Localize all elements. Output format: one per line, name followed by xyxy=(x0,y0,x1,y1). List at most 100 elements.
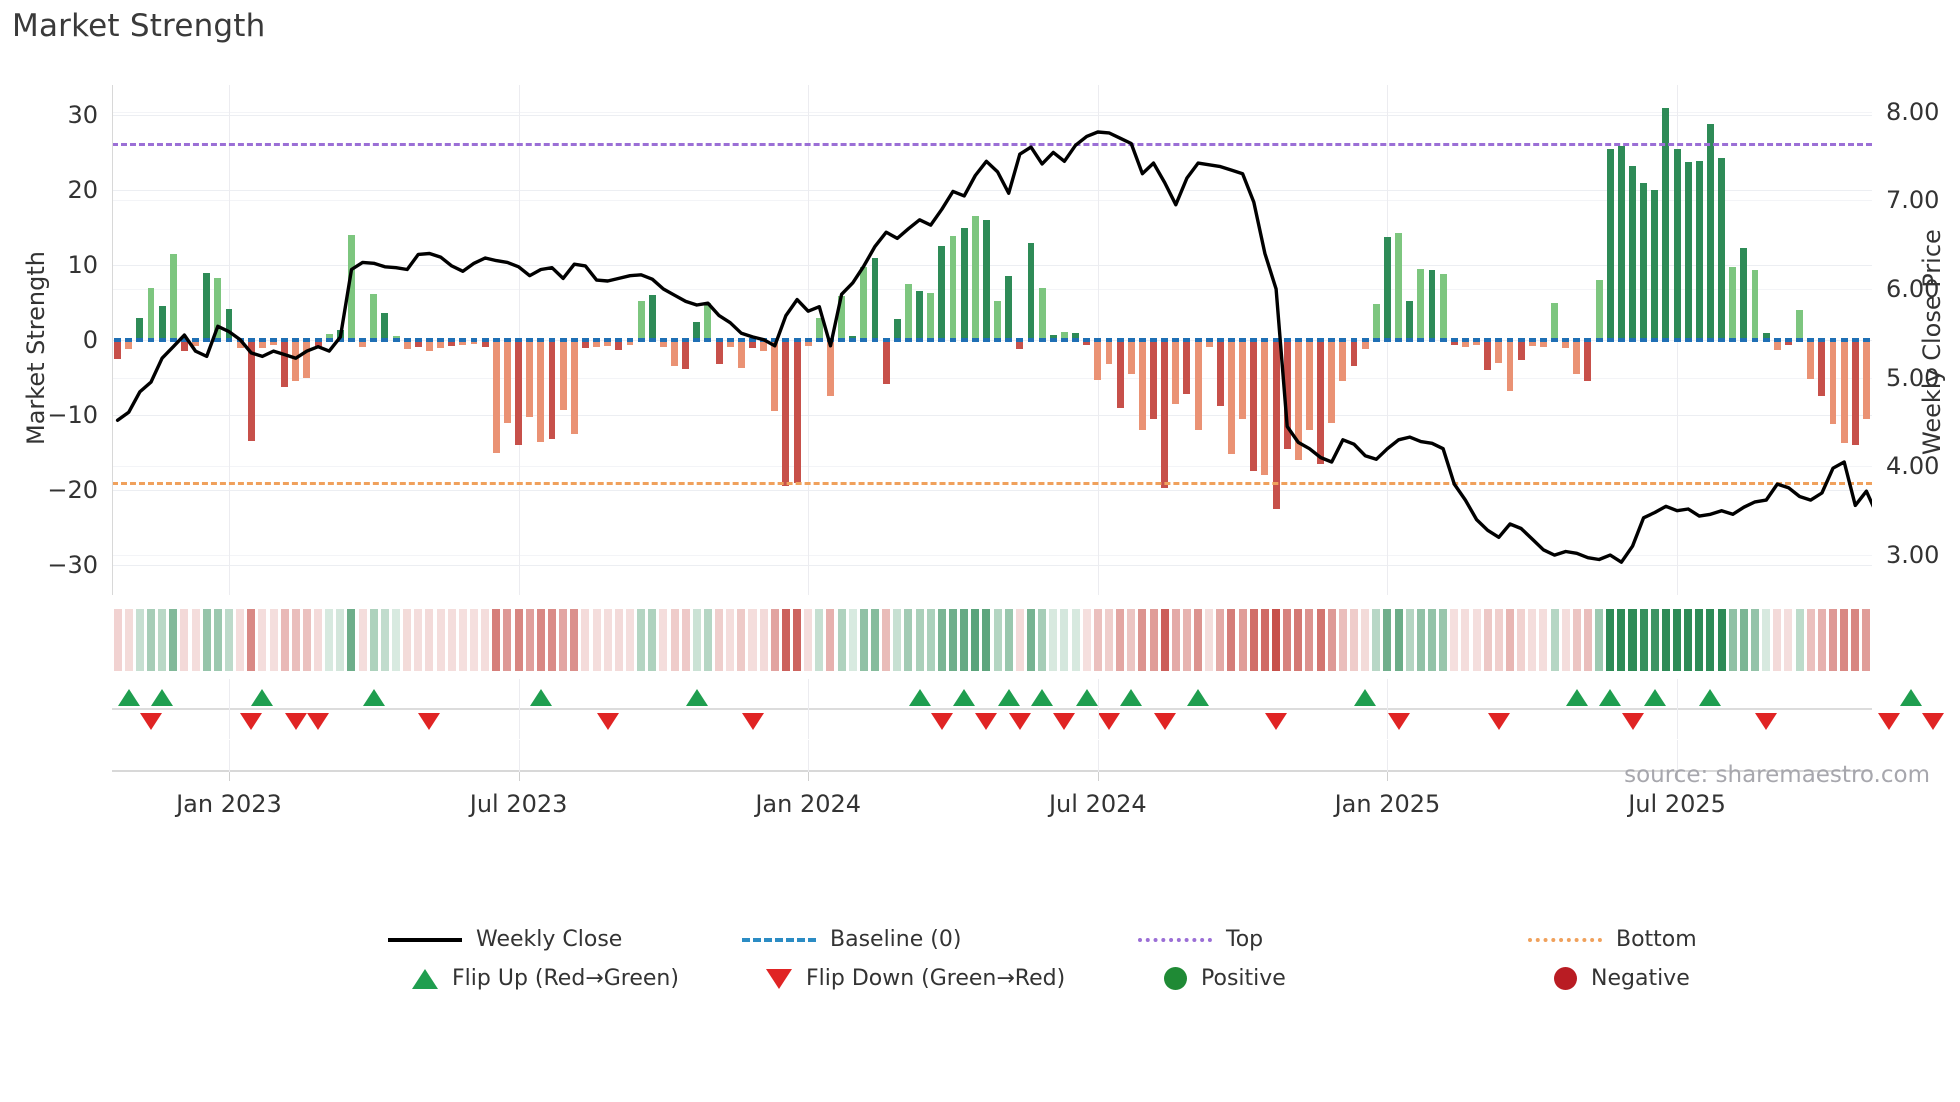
heatmap-cell xyxy=(1249,609,1258,671)
strength-bar xyxy=(292,340,300,382)
strength-bar xyxy=(1740,247,1748,340)
strength-bar xyxy=(1395,232,1403,340)
heatmap-cell xyxy=(681,609,690,671)
strength-bar xyxy=(192,340,199,346)
strength-bar xyxy=(804,340,812,346)
heatmap-cell xyxy=(146,609,155,671)
strength-bar xyxy=(125,340,133,349)
strength-bar xyxy=(481,340,489,347)
baseline-segment xyxy=(1116,338,1124,342)
heatmap-cell xyxy=(793,609,802,671)
heatmap-cell xyxy=(1338,609,1347,671)
baseline-segment xyxy=(426,338,433,342)
x-axis-line xyxy=(112,770,1872,772)
top-reference-line xyxy=(112,142,1872,146)
heatmap-cell xyxy=(1238,609,1247,671)
baseline-segment xyxy=(1573,338,1581,342)
baseline-segment xyxy=(1016,338,1024,342)
heatmap-cell xyxy=(1851,609,1860,671)
strength-bar xyxy=(414,340,422,347)
heatmap-cell xyxy=(1829,609,1838,671)
baseline-segment xyxy=(1528,338,1536,342)
heatmap-cell xyxy=(559,609,568,671)
baseline-segment xyxy=(1161,338,1169,342)
flip-up-marker xyxy=(151,689,174,706)
flip-up-marker xyxy=(908,689,931,706)
legend-item-flip-up[interactable]: Flip Up (Red→Green) xyxy=(388,959,679,998)
legend-item-negative[interactable]: Negative xyxy=(1528,959,1690,998)
baseline-segment xyxy=(1707,338,1714,342)
gridline xyxy=(112,265,1872,266)
x-axis-tick-mark xyxy=(1677,772,1679,781)
strength-bar xyxy=(726,340,734,347)
baseline-segment xyxy=(949,338,957,342)
baseline-segment xyxy=(1406,338,1414,342)
baseline-segment xyxy=(648,338,656,342)
strength-bar xyxy=(1428,269,1436,340)
legend-item-positive[interactable]: Positive xyxy=(1138,959,1286,998)
heatmap-cell xyxy=(1472,609,1481,671)
baseline-segment xyxy=(203,338,211,342)
baseline-segment xyxy=(1183,338,1191,342)
heatmap-cell xyxy=(1138,609,1147,671)
flip-up-marker xyxy=(685,689,708,706)
strength-bar xyxy=(1194,340,1202,430)
baseline-segment xyxy=(526,338,534,342)
legend-item-weekly-close[interactable]: Weekly Close xyxy=(388,920,622,959)
baseline-segment xyxy=(1818,338,1826,342)
heatmap-cell xyxy=(1528,609,1537,671)
baseline-segment xyxy=(1862,338,1870,342)
heatmap-cell xyxy=(915,609,924,671)
baseline-segment xyxy=(1395,338,1403,342)
strength-bar xyxy=(1183,340,1191,394)
baseline-segment xyxy=(893,338,901,342)
baseline-segment xyxy=(1138,338,1146,342)
strength-bar xyxy=(1617,145,1625,340)
baseline-segment xyxy=(314,338,322,342)
strength-bar xyxy=(1707,124,1714,340)
strength-bar xyxy=(1172,340,1180,404)
baseline-segment xyxy=(292,338,300,342)
baseline-segment xyxy=(615,338,623,342)
flip-band-gridline xyxy=(808,679,810,739)
strength-bar xyxy=(927,292,935,340)
heatmap-cell xyxy=(1862,609,1871,671)
flip-down-marker xyxy=(930,713,953,730)
strength-bar xyxy=(1773,340,1781,350)
heatmap-cell xyxy=(581,609,590,671)
legend-item-bottom[interactable]: Bottom xyxy=(1528,920,1697,959)
strength-bar xyxy=(281,340,289,388)
heatmap-cell xyxy=(659,609,668,671)
heatmap-cell xyxy=(392,609,401,671)
x-axis-tick-label: Jul 2025 xyxy=(1628,790,1726,818)
flip-up-marker xyxy=(1565,689,1588,706)
baseline-segment xyxy=(570,338,578,342)
baseline-segment xyxy=(1417,338,1425,342)
strength-bar xyxy=(526,340,534,417)
strength-bar xyxy=(1695,160,1703,340)
strength-bar xyxy=(1306,340,1313,430)
heatmap-cell xyxy=(1706,609,1715,671)
baseline-segment xyxy=(849,338,857,342)
baseline-segment xyxy=(1840,338,1848,342)
strength-bar xyxy=(671,340,678,366)
legend-row-2: Flip Up (Red→Green) Flip Down (Green→Red)… xyxy=(0,959,1960,998)
baseline-segment xyxy=(136,338,144,342)
strength-bar xyxy=(1818,340,1826,397)
heatmap-cell xyxy=(191,609,200,671)
legend-item-flip-down[interactable]: Flip Down (Green→Red) xyxy=(742,959,1065,998)
baseline-segment xyxy=(192,338,199,342)
baseline-segment xyxy=(771,338,779,342)
heatmap-cell xyxy=(224,609,233,671)
baseline-segment xyxy=(281,338,289,342)
flip-marker-row xyxy=(112,679,1945,739)
heatmap-cell xyxy=(458,609,467,671)
baseline-segment xyxy=(414,338,422,342)
legend-item-top[interactable]: Top xyxy=(1138,920,1263,959)
heatmap-cell xyxy=(815,609,824,671)
dotted-line-orange-icon xyxy=(1528,937,1602,942)
legend-item-baseline[interactable]: Baseline (0) xyxy=(742,920,961,959)
source-note: source: sharemaestro.com xyxy=(1624,762,1930,788)
heatmap-cell xyxy=(124,609,133,671)
flip-band-gridline xyxy=(1677,679,1679,739)
